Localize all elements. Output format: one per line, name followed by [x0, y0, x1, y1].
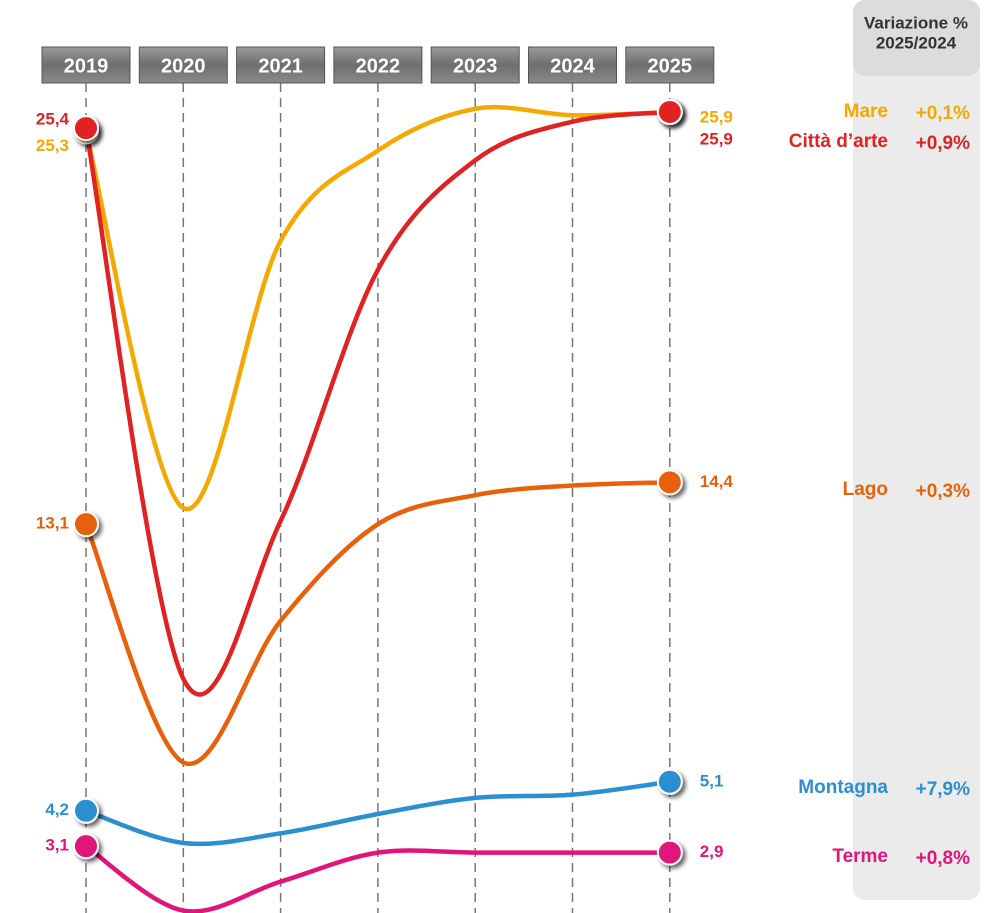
x-tick-label: 2022: [356, 55, 401, 77]
year-box: [625, 46, 715, 84]
year-box: [528, 46, 617, 84]
year-box: [41, 46, 131, 84]
value-label: 14,4: [700, 472, 734, 491]
value-label: 4,2: [45, 800, 69, 819]
change-label: +0,9%: [916, 133, 971, 154]
change-header: 2025/2024: [876, 33, 957, 52]
series-line: [83, 480, 673, 767]
year-box: [333, 46, 423, 84]
x-tick-label: 2021: [258, 55, 303, 77]
end-dot: [656, 839, 683, 866]
legend-name: Montagna: [798, 777, 888, 798]
x-tick-label: 2025: [648, 55, 693, 77]
value-label: 3,1: [45, 836, 69, 855]
x-tick-label: 2020: [161, 55, 206, 77]
end-dot: [73, 115, 99, 142]
change-panel: [853, 0, 980, 900]
end-dot: [73, 797, 99, 824]
value-label: 5,1: [700, 771, 724, 790]
year-box: [236, 46, 326, 84]
value-label: 25,3: [36, 136, 69, 155]
end-dot: [656, 469, 683, 496]
change-label: +0,1%: [916, 103, 971, 124]
x-tick-label: 2023: [453, 55, 498, 77]
series-line: [83, 779, 673, 847]
value-label: 25,4: [36, 110, 70, 129]
year-box: [138, 46, 228, 84]
value-label: 25,9: [700, 108, 733, 127]
change-label: +7,9%: [916, 779, 971, 800]
legend-name: Terme: [832, 846, 888, 867]
legend-name: Lago: [843, 479, 888, 500]
end-dot: [73, 511, 99, 538]
end-dot: [656, 768, 683, 795]
x-tick-label: 2019: [64, 55, 109, 77]
change-header-bg: [853, 0, 980, 76]
series-line: [83, 104, 673, 512]
series-line: [83, 109, 673, 697]
change-label: +0,3%: [916, 481, 971, 502]
value-label: 13,1: [36, 514, 69, 533]
value-label: 25,9: [700, 130, 733, 149]
x-tick-label: 2024: [550, 55, 595, 77]
change-header: Variazione %: [864, 13, 968, 32]
end-dot: [73, 833, 99, 860]
end-dot: [656, 99, 683, 126]
year-box: [430, 46, 520, 84]
change-label: +0,8%: [916, 848, 971, 869]
legend-name: Mare: [844, 101, 888, 122]
value-label: 2,9: [700, 842, 724, 861]
series-line: [83, 843, 673, 913]
legend-name: Città d’arte: [789, 131, 888, 152]
